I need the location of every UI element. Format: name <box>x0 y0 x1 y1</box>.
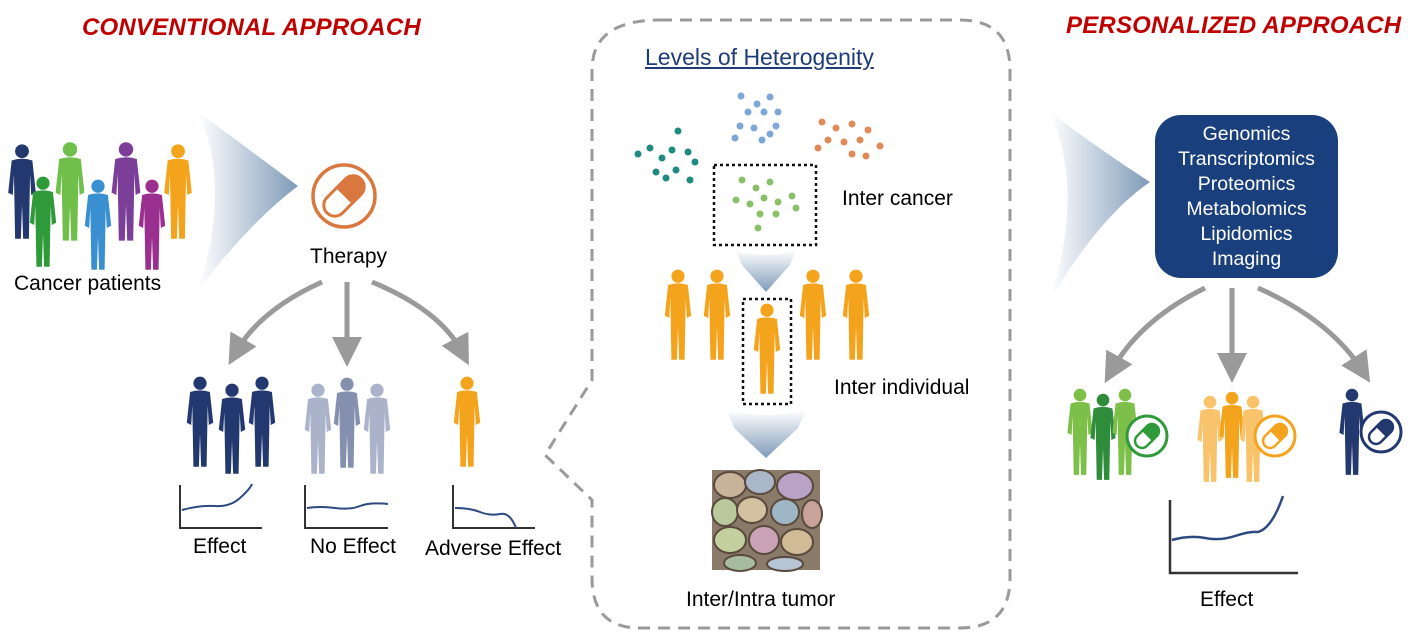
inter-intra-tumor-label: Inter/Intra tumor <box>686 588 836 611</box>
personalized-approach-title: PERSONALIZED APPROACH <box>1066 12 1402 39</box>
inter-individual-label: Inter individual <box>834 376 970 399</box>
personalized-group-navy <box>1339 388 1403 475</box>
personalized-effect-chart <box>1168 495 1298 575</box>
down-arrow-1 <box>735 250 796 292</box>
adverse-effect-mini-chart <box>452 485 535 529</box>
adverse-effect-figure <box>453 376 481 467</box>
omics-outcome-arrows <box>1104 285 1371 384</box>
effect-mini-chart <box>179 483 262 529</box>
omics-metabolomics: Metabolomics <box>1186 197 1307 220</box>
inter-cancer-dots-blue <box>731 92 782 144</box>
chevron-arrow-left <box>198 112 298 290</box>
inter-cancer-dots-orange <box>814 118 884 160</box>
omics-box: Genomics Transcriptomics Proteomics Meta… <box>1155 115 1338 278</box>
outcome-effect-label: Effect <box>193 535 247 558</box>
omics-lipidomics: Lipidomics <box>1200 222 1293 245</box>
personalized-group-orange <box>1197 391 1297 482</box>
outcome-adverse-effect-label: Adverse Effect <box>425 537 562 560</box>
cancer-patients-label: Cancer patients <box>14 272 162 295</box>
inter-cancer-dots-green <box>732 176 800 232</box>
cancer-patients-group <box>8 142 192 270</box>
therapy-label: Therapy <box>310 245 388 268</box>
no-effect-mini-chart <box>304 485 389 529</box>
outcome-no-effect-label: No Effect <box>310 535 396 558</box>
conventional-approach-title: CONVENTIONAL APPROACH <box>82 14 421 41</box>
therapy-pill-icon <box>311 163 377 229</box>
personalized-group-green <box>1067 388 1169 480</box>
no-effect-figures <box>304 377 391 474</box>
inter-cancer-dots-teal <box>634 127 699 184</box>
down-arrow-2 <box>727 410 806 458</box>
personalized-effect-label: Effect <box>1200 588 1254 611</box>
omics-proteomics: Proteomics <box>1197 172 1296 195</box>
heterogeneity-dashed-container <box>543 18 1012 630</box>
omics-imaging: Imaging <box>1211 247 1282 270</box>
omics-genomics: Genomics <box>1202 122 1291 145</box>
inter-individual-highlight-box <box>741 297 793 406</box>
chevron-arrow-right <box>1050 112 1150 300</box>
omics-transcriptomics: Transcriptomics <box>1178 147 1315 170</box>
effect-figures <box>186 376 276 474</box>
tumor-tissue-image <box>711 469 823 572</box>
heterogeneity-title: Levels of Heterogenity <box>645 44 874 70</box>
therapy-outcome-arrows <box>228 279 469 367</box>
inter-cancer-label: Inter cancer <box>842 187 953 210</box>
inter-cancer-highlight-box <box>712 163 818 247</box>
